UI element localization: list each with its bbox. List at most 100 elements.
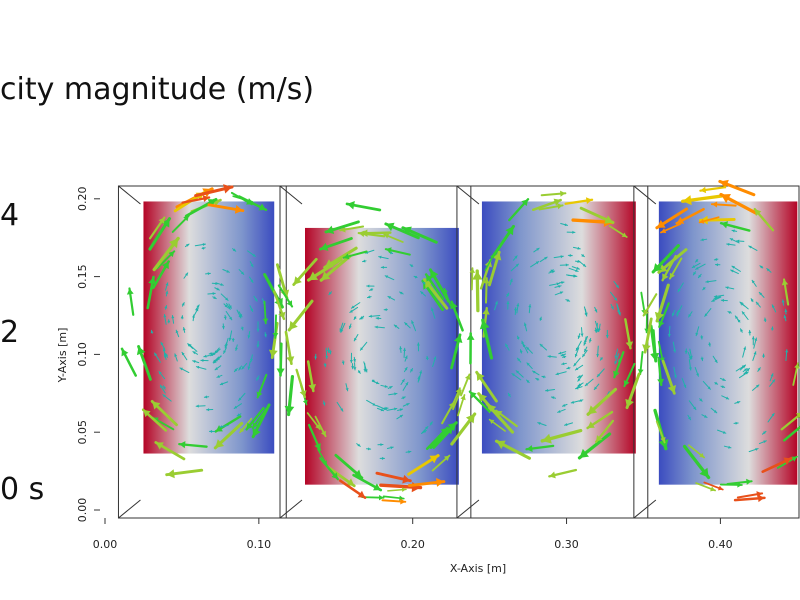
velocity-arrow: [613, 351, 625, 379]
velocity-arrow: [558, 351, 567, 355]
velocity-arrow: [376, 407, 385, 412]
velocity-arrow: [363, 362, 367, 373]
velocity-arrow: [457, 394, 466, 417]
velocity-arrow: [148, 217, 172, 251]
velocity-arrow: [780, 412, 800, 431]
velocity-arrow: [565, 298, 571, 302]
velocity-arrow: [384, 275, 395, 281]
velocity-arrow: [351, 363, 355, 370]
velocity-arrow: [468, 390, 491, 413]
velocity-arrow: [193, 307, 199, 317]
velocity-arrow: [183, 272, 189, 279]
velocity-arrow: [506, 292, 510, 298]
velocity-arrow: [719, 377, 726, 381]
velocity-arrow: [205, 272, 211, 276]
velocity-arrow: [215, 282, 224, 286]
velocity-arrow: [677, 282, 684, 293]
velocity-arrow: [174, 353, 178, 362]
velocity-arrow: [523, 322, 528, 332]
velocity-arrow: [208, 351, 214, 355]
velocity-arrow: [761, 353, 766, 358]
velocity-arrow: [540, 190, 567, 197]
velocity-arrow: [574, 364, 584, 371]
velocity-arrow: [539, 256, 548, 263]
velocity-arrow: [424, 273, 445, 300]
velocity-arrow: [214, 347, 220, 354]
velocity-arrow: [784, 308, 788, 315]
velocity-arrow: [165, 282, 169, 291]
velocity-arrow: [700, 335, 704, 340]
velocity-arrow: [223, 314, 227, 320]
velocity-arrow: [687, 351, 692, 360]
velocity-arrow: [505, 343, 510, 351]
velocity-arrow: [695, 326, 700, 337]
velocity-arrow: [306, 360, 317, 393]
velocity-arrow: [577, 432, 612, 460]
velocity-arrow: [234, 344, 238, 352]
velocity-arrow: [249, 261, 254, 268]
velocity-arrow: [675, 311, 680, 317]
velocity-arrow: [472, 269, 483, 313]
velocity-arrow: [164, 305, 168, 310]
velocity-arrow: [583, 306, 588, 317]
velocity-arrow: [743, 367, 750, 375]
velocity-arrow: [171, 315, 175, 324]
frame-edge: [118, 185, 141, 205]
velocity-arrow: [547, 354, 557, 359]
velocity-arrow: [584, 378, 594, 387]
velocity-arrow: [240, 326, 244, 331]
velocity-arrow: [251, 403, 271, 439]
velocity-arrow: [160, 341, 166, 350]
velocity-arrow: [141, 408, 168, 432]
frame-edge: [279, 499, 303, 519]
velocity-arrow: [671, 309, 676, 317]
velocity-arrow: [721, 395, 730, 400]
velocity-arrow: [703, 481, 724, 491]
velocity-arrow: [758, 291, 765, 298]
velocity-arrow: [397, 408, 404, 412]
velocity-arrow: [739, 328, 744, 333]
velocity-arrow: [595, 322, 599, 333]
velocity-arrow: [162, 385, 166, 390]
velocity-arrow: [345, 383, 349, 392]
velocity-arrow: [566, 230, 576, 234]
velocity-arrow: [649, 324, 660, 363]
velocity-arrow: [284, 330, 295, 366]
velocity-arrow: [610, 291, 618, 301]
velocity-arrow: [750, 298, 754, 303]
velocity-arrow: [672, 341, 677, 353]
velocity-arrow: [208, 429, 216, 433]
velocity-arrow: [681, 377, 687, 389]
velocity-arrow: [719, 192, 758, 215]
velocity-arrow: [586, 410, 614, 430]
x-axis-title: X-Axis [m]: [450, 562, 506, 575]
velocity-arrow: [475, 370, 498, 403]
velocity-arrow: [713, 257, 719, 261]
velocity-arrow: [531, 198, 562, 212]
velocity-arrow: [207, 292, 216, 296]
velocity-arrow: [273, 290, 286, 321]
velocity-arrow: [539, 316, 542, 321]
velocity-arrow: [512, 255, 518, 261]
x-tick-label: 0.00: [93, 538, 118, 551]
velocity-arrow: [549, 282, 560, 286]
velocity-arrow: [450, 333, 463, 370]
velocity-arrow: [713, 294, 725, 298]
velocity-arrow: [700, 238, 708, 242]
velocity-arrow: [575, 340, 582, 352]
velocity-arrow: [695, 482, 716, 492]
velocity-arrow: [596, 345, 600, 358]
velocity-arrow: [488, 250, 502, 287]
velocity-arrow: [519, 349, 523, 354]
velocity-arrow: [753, 208, 775, 232]
velocity-arrow: [748, 245, 758, 251]
velocity-arrow: [596, 368, 605, 378]
velocity-arrow: [247, 360, 251, 370]
velocity-arrow: [522, 343, 529, 354]
velocity-arrow: [388, 392, 398, 396]
velocity-arrow: [413, 275, 418, 279]
velocity-arrow: [292, 257, 318, 286]
velocity-arrow: [792, 362, 800, 386]
velocity-arrow: [767, 412, 775, 423]
velocity-arrow: [508, 198, 530, 222]
